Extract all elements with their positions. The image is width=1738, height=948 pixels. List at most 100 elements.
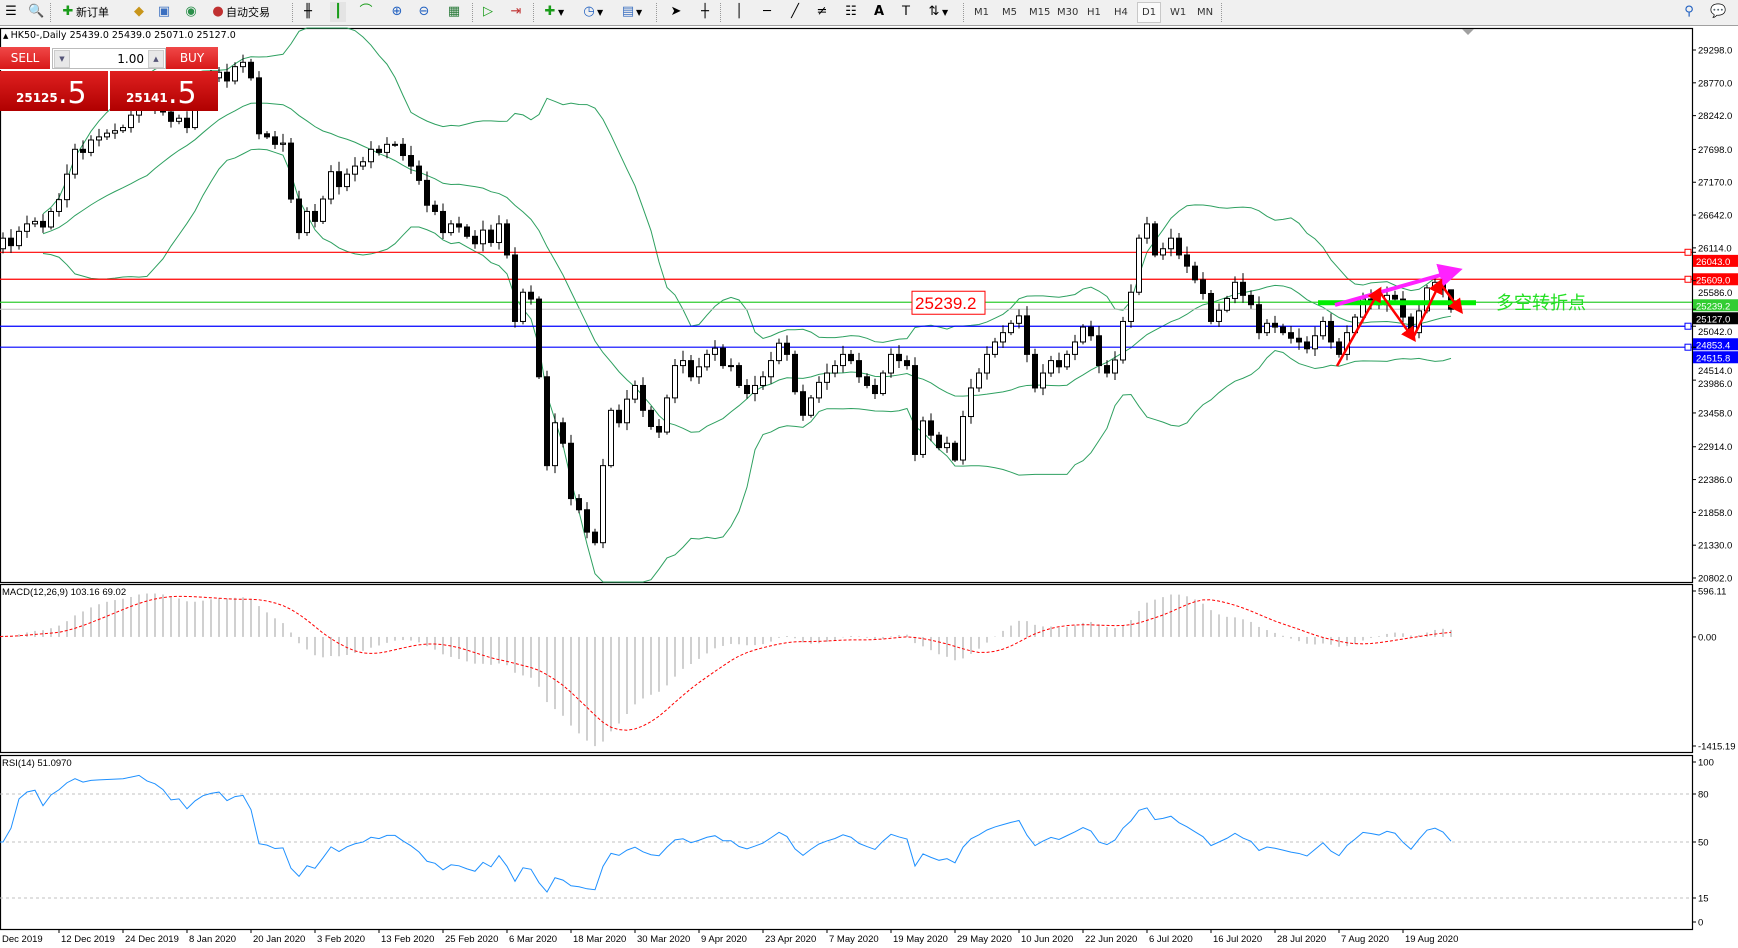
- timeframe-m1[interactable]: M1: [974, 7, 989, 18]
- buy-price-button[interactable]: 25141 .5: [110, 71, 218, 111]
- lot-size-input[interactable]: [71, 49, 147, 68]
- timeframe-m15[interactable]: M15: [1029, 7, 1051, 18]
- candle-body: [1016, 315, 1022, 324]
- candle-body: [752, 384, 758, 395]
- candle-body: [584, 509, 590, 533]
- candle-body: [808, 397, 814, 416]
- fibonacci-tool[interactable]: ☷: [843, 2, 859, 22]
- candle-body: [632, 384, 638, 400]
- magnifier-doc-icon: 🔍: [28, 4, 45, 19]
- bar-chart-button[interactable]: ╫: [300, 2, 316, 22]
- timeframe-d1[interactable]: D1: [1137, 2, 1162, 23]
- candle-body: [1072, 341, 1078, 355]
- candle: [480, 220, 486, 252]
- text-tool[interactable]: A: [871, 2, 887, 22]
- candle: [1232, 276, 1238, 304]
- timeframe-mn[interactable]: MN: [1197, 7, 1214, 18]
- collapse-triangle-icon[interactable]: ▲: [3, 32, 11, 40]
- equidistant-channel-tool[interactable]: ≠: [814, 2, 830, 22]
- candle-body: [456, 223, 462, 228]
- candle: [328, 165, 334, 205]
- price-axis-label: 23986.0: [1698, 379, 1732, 390]
- vertical-line-tool[interactable]: │: [731, 2, 747, 22]
- candle: [1056, 352, 1062, 374]
- price-axis-label: 21858.0: [1698, 508, 1732, 519]
- candle-body: [112, 130, 118, 134]
- sell-price-button[interactable]: 25125 .5: [0, 71, 108, 111]
- trendline-tool[interactable]: ╱: [787, 2, 803, 22]
- candlestick-button[interactable]: ┃: [330, 2, 346, 22]
- macd-signal-line: [0, 595, 1452, 731]
- candle-body: [984, 353, 990, 374]
- crosshair-tool[interactable]: ┼: [697, 2, 713, 22]
- candle-body: [488, 229, 494, 244]
- candle-body: [760, 376, 766, 386]
- horizontal-line-icon: ─: [763, 4, 771, 19]
- search-icon: ⚲: [1684, 4, 1694, 19]
- candle: [896, 345, 902, 369]
- lot-increase-button[interactable]: ▲: [148, 50, 164, 68]
- candle: [792, 350, 798, 395]
- timeframe-m30[interactable]: M30: [1057, 7, 1079, 18]
- auto-scroll-button[interactable]: ▷: [480, 2, 496, 22]
- candle-body: [0, 237, 6, 250]
- candle-body: [936, 434, 942, 449]
- candle-body: [960, 416, 966, 461]
- sell-button[interactable]: SELL: [0, 47, 50, 70]
- candle: [16, 226, 22, 250]
- auto-trading-button[interactable]: ● 自动交易: [210, 2, 270, 22]
- candle-body: [344, 173, 350, 188]
- tile-windows-button[interactable]: ▦: [446, 2, 462, 22]
- candle: [1040, 364, 1046, 396]
- candle-body: [1240, 281, 1246, 296]
- candle: [888, 348, 894, 378]
- zoom-out-button[interactable]: ⊖: [416, 2, 432, 22]
- buy-button[interactable]: BUY: [166, 47, 218, 70]
- candle-body: [1304, 341, 1310, 350]
- date-axis-label: 19 Aug 2020: [1405, 934, 1458, 945]
- search-button[interactable]: ⚲: [1681, 2, 1697, 22]
- candle-body: [256, 77, 262, 135]
- chart-shift-button[interactable]: ⇥: [508, 2, 524, 22]
- line-chart-button[interactable]: ⌒: [358, 2, 374, 22]
- navigator-button[interactable]: 🔍: [28, 2, 44, 22]
- date-axis-label: 8 Jan 2020: [189, 934, 236, 945]
- metaeditor-button[interactable]: ◆: [131, 2, 147, 22]
- date-axis-label: 16 Jul 2020: [1213, 934, 1262, 945]
- buy-price-fraction: .5: [168, 76, 197, 111]
- chat-icon: 💬: [1710, 4, 1727, 19]
- terminal-button[interactable]: ▣: [156, 2, 172, 22]
- candle-body: [872, 384, 878, 395]
- candle: [96, 128, 102, 147]
- templates-button[interactable]: ▤ ▼: [620, 2, 642, 22]
- candle: [680, 350, 686, 374]
- signals-button[interactable]: ◉: [183, 2, 199, 22]
- level-price-tag: 24515.8: [1696, 353, 1730, 364]
- indicators-icon: ✚: [544, 4, 556, 19]
- chat-button[interactable]: 💬: [1710, 2, 1726, 22]
- candle-body: [832, 365, 838, 374]
- red-zigzag-arrow: [1335, 286, 1382, 367]
- candle-body: [648, 409, 654, 427]
- market-watch-button[interactable]: ☰: [3, 2, 19, 22]
- timeframe-m5[interactable]: M5: [1002, 7, 1017, 18]
- indicators-button[interactable]: ✚ ▼: [542, 2, 565, 22]
- lot-decrease-button[interactable]: ▼: [54, 50, 70, 68]
- horizontal-line-tool[interactable]: ─: [759, 2, 775, 22]
- text-label-tool[interactable]: Ｔ: [898, 2, 914, 22]
- candle-body: [8, 237, 14, 247]
- arrows-icon: ⇅: [928, 4, 940, 19]
- timeframe-w1[interactable]: W1: [1170, 7, 1187, 18]
- zoom-in-button[interactable]: ⊕: [389, 2, 405, 22]
- cursor-tool[interactable]: ➤: [668, 2, 684, 22]
- candle-body: [1120, 320, 1126, 361]
- new-order-button[interactable]: ✚ 新订单: [60, 2, 109, 22]
- timeframe-h4[interactable]: H4: [1114, 7, 1128, 18]
- periods-button[interactable]: ◷ ▼: [581, 2, 603, 22]
- candle: [1312, 326, 1318, 357]
- candle: [944, 436, 950, 453]
- timeframe-h1[interactable]: H1: [1087, 7, 1101, 18]
- arrows-tool[interactable]: ⇅ ▼: [926, 2, 949, 22]
- candle-body: [248, 61, 254, 79]
